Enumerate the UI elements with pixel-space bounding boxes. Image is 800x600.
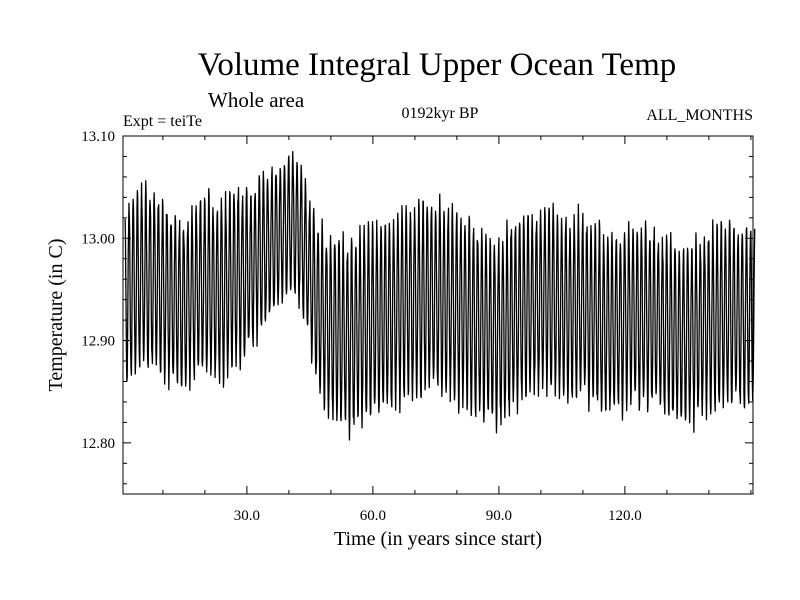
x-tick-label: 60.0 bbox=[360, 508, 386, 524]
series-line bbox=[124, 151, 756, 441]
x-tick-label: 120.0 bbox=[608, 508, 642, 524]
y-axis-label: Temperature (in C) bbox=[45, 239, 67, 392]
period-label: 0192kyr BP bbox=[402, 105, 479, 122]
x-tick-label: 90.0 bbox=[486, 508, 512, 524]
plot-frame bbox=[122, 135, 754, 495]
chart-subtitle: Whole area bbox=[208, 88, 305, 112]
y-axis-ticks: 12.80 12.90 13.00 13.10 bbox=[81, 129, 753, 485]
x-axis-ticks: 30.0 60.0 90.0 120.0 bbox=[162, 136, 752, 524]
y-tick-label: 13.00 bbox=[81, 231, 115, 247]
months-label: ALL_MONTHS bbox=[646, 107, 753, 124]
y-tick-label: 12.90 bbox=[81, 334, 115, 350]
y-tick-label: 13.10 bbox=[81, 129, 115, 145]
y-tick-label: 12.80 bbox=[81, 436, 115, 452]
chart-title: Volume Integral Upper Ocean Temp bbox=[198, 47, 676, 83]
x-tick-label: 30.0 bbox=[234, 508, 260, 524]
x-axis-label: Time (in years since start) bbox=[334, 528, 542, 550]
experiment-label: Expt = teiTe bbox=[123, 113, 202, 130]
plot-data-layer bbox=[124, 151, 756, 441]
